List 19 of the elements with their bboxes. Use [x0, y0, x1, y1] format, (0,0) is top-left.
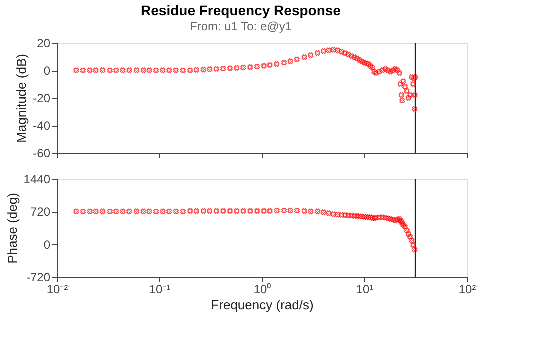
y-axis-title: Magnitude (dB) [14, 54, 30, 143]
x-tick-label: 10⁰ [254, 282, 272, 296]
y-axis-title: Phase (deg) [4, 193, 20, 264]
y-tick-label: -20 [33, 92, 51, 106]
y-tick-label: 1440 [24, 172, 51, 186]
x-tick-label: 10¹ [356, 282, 374, 296]
x-tick-label: 10² [458, 282, 476, 296]
chart-subtitle: From: u1 To: e@y1 [190, 20, 292, 34]
y-tick-label: -60 [33, 146, 51, 160]
x-tick-label: 10⁻² [46, 282, 68, 296]
y-tick-label: -720 [26, 270, 51, 284]
y-tick-label: 20 [37, 36, 51, 50]
x-axis-title: Frequency (rad/s) [211, 298, 314, 312]
y-tick-label: -40 [33, 119, 51, 133]
x-tick-label: 10⁻¹ [149, 282, 171, 296]
y-tick-label: 0 [44, 238, 51, 252]
chart-title: Residue Frequency Response [141, 2, 342, 18]
y-tick-label: 720 [30, 205, 51, 220]
y-tick-label: 0 [44, 64, 51, 78]
